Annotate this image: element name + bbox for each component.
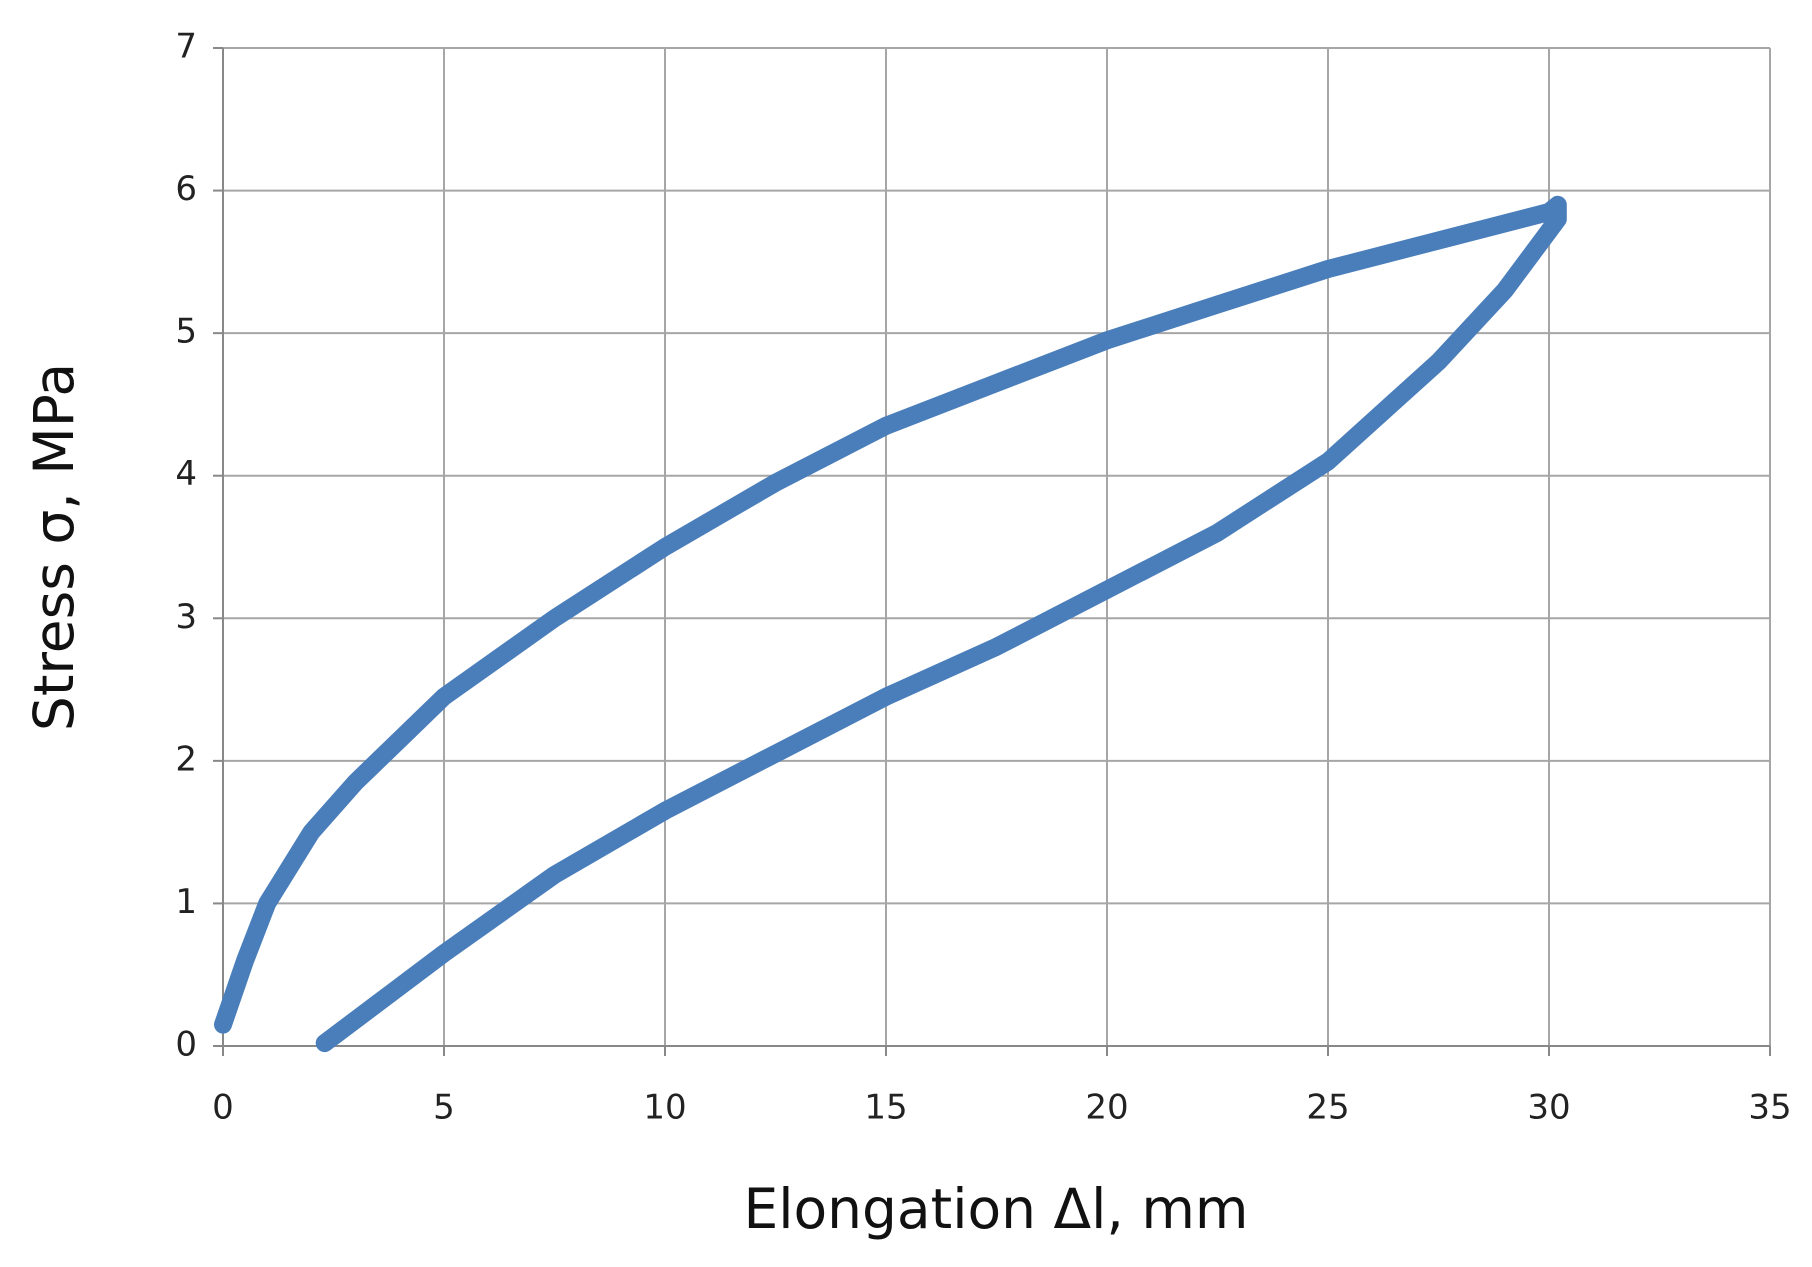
y-tick-label: 5 — [175, 312, 197, 352]
x-tick-label: 30 — [1527, 1088, 1570, 1128]
y-tick-label: 7 — [175, 27, 197, 67]
y-tick-label: 3 — [175, 597, 197, 637]
data-line — [214, 195, 1567, 1053]
y-tick-label: 1 — [175, 882, 197, 922]
x-tick-label: 5 — [433, 1088, 455, 1128]
x-tick-label: 15 — [864, 1088, 907, 1128]
x-tick-label: 20 — [1085, 1088, 1128, 1128]
y-axis-label: Stress σ, MPa — [22, 363, 86, 731]
x-tick-label: 10 — [643, 1088, 686, 1128]
x-tick-label: 25 — [1306, 1088, 1349, 1128]
y-tick-label: 2 — [175, 739, 197, 779]
y-tick-label: 6 — [175, 169, 197, 209]
x-tick-label: 0 — [212, 1088, 234, 1128]
y-tick-label: 0 — [175, 1025, 197, 1065]
x-axis-label: Elongation Δl, mm — [743, 1177, 1248, 1241]
y-tick-label: 4 — [175, 454, 197, 494]
x-tick-label: 35 — [1748, 1088, 1791, 1128]
